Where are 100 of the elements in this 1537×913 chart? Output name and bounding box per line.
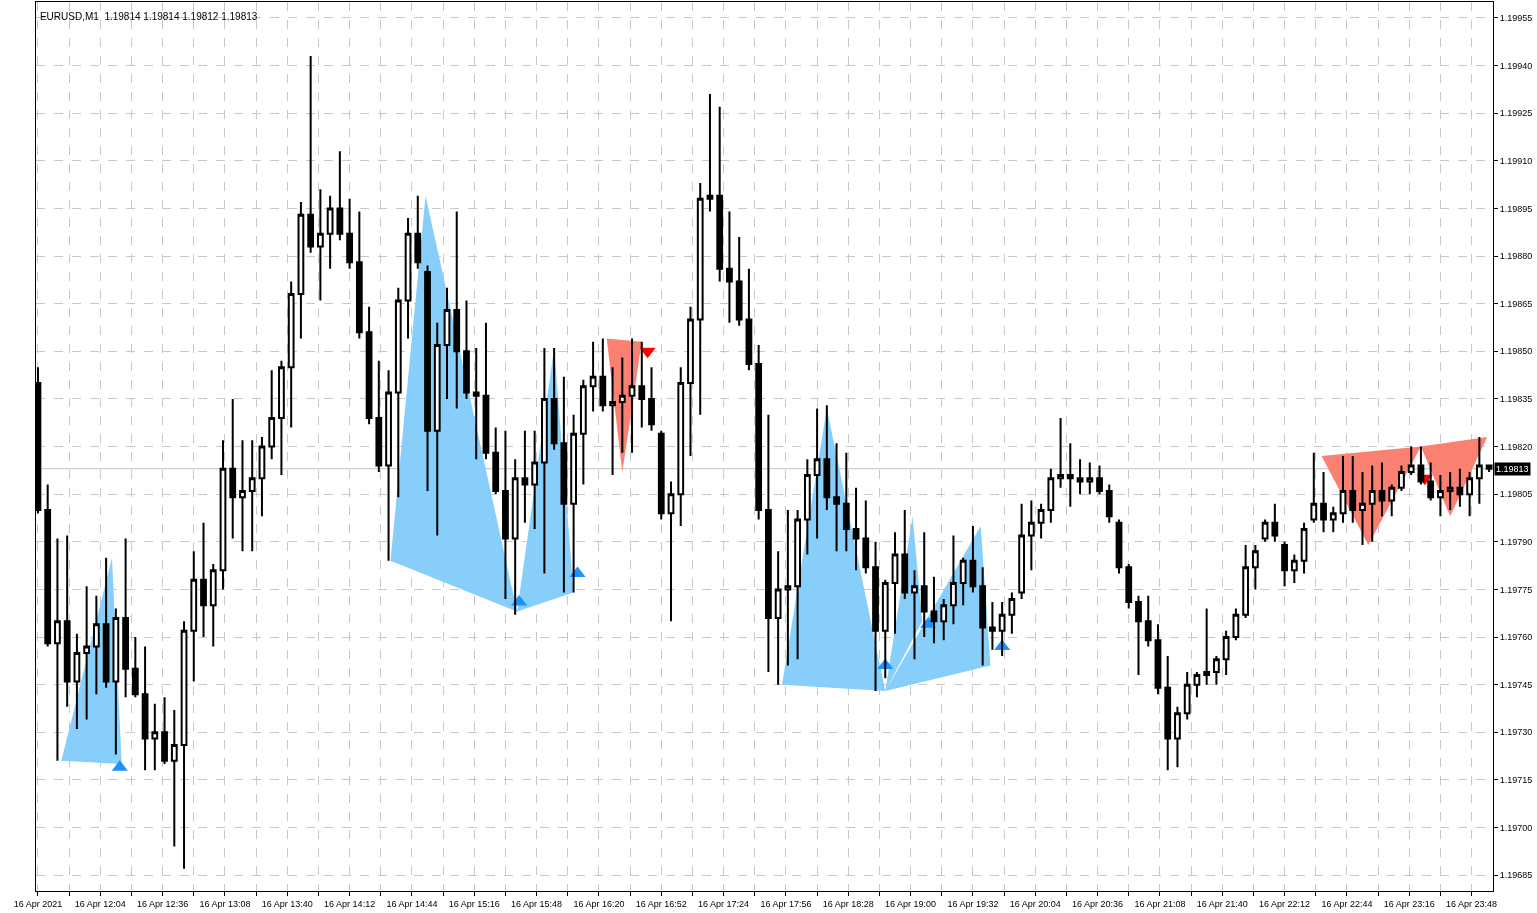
y-tick-label: 1.19865 <box>1499 298 1533 309</box>
candlestick <box>365 305 373 426</box>
x-tick-label: 16 Apr 2021 <box>13 898 63 909</box>
candlestick <box>881 578 889 680</box>
candlestick <box>541 347 548 575</box>
candlestick <box>774 550 782 686</box>
candlestick <box>706 93 714 213</box>
candlestick <box>1222 629 1230 677</box>
candlestick <box>161 696 168 765</box>
y-tick-label: 1.19835 <box>1499 394 1533 405</box>
candlestick <box>414 194 422 270</box>
candlestick <box>102 556 110 689</box>
y-tick-label: 1.19880 <box>1499 251 1533 262</box>
candlestick <box>842 451 850 553</box>
candlestick <box>44 483 52 648</box>
candlestick <box>482 321 490 461</box>
candlestick <box>278 359 285 477</box>
candlestick <box>589 340 597 413</box>
candlestick <box>1339 455 1347 524</box>
candlestick <box>63 534 71 708</box>
candlestick <box>1008 591 1016 635</box>
y-tick-label: 1.19910 <box>1499 155 1533 166</box>
candlestick <box>531 429 539 531</box>
y-tick-label: 1.19700 <box>1499 822 1533 833</box>
candlestick <box>385 369 392 562</box>
candlestick <box>1446 470 1454 511</box>
candlestick <box>1193 670 1201 699</box>
candlestick <box>122 537 129 699</box>
candlestick <box>1310 451 1318 524</box>
candlestick <box>375 359 383 473</box>
candlestick <box>346 197 353 270</box>
x-tick-label: 16 Apr 18:28 <box>822 898 874 909</box>
candlestick <box>229 397 237 540</box>
x-tick-label: 16 Apr 22:12 <box>1259 898 1311 909</box>
candlestick <box>1261 518 1269 543</box>
x-tick-label: 16 Apr 15:16 <box>448 898 500 909</box>
candlestick <box>1281 540 1288 588</box>
ref-line-label: 1.19813 <box>1496 464 1529 474</box>
candlestick <box>1115 518 1123 575</box>
candlestick <box>862 499 870 575</box>
candlestick <box>1125 562 1133 610</box>
candlestick <box>511 458 519 616</box>
candlestick <box>628 337 636 454</box>
x-tick-label: 16 Apr 14:44 <box>386 898 438 909</box>
candlestick <box>258 435 266 518</box>
candlestick <box>794 509 801 661</box>
candlestick <box>453 210 461 410</box>
candlestick <box>1164 655 1172 772</box>
x-tick-label: 16 Apr 20:36 <box>1072 898 1124 909</box>
candlestick <box>141 645 149 772</box>
candlestick <box>307 54 315 254</box>
candlestick <box>1037 502 1045 540</box>
x-tick-label: 16 Apr 21:08 <box>1134 898 1186 909</box>
candlestick <box>618 356 626 454</box>
x-tick-label: 16 Apr 17:56 <box>760 898 812 909</box>
candlestick <box>579 378 587 486</box>
candlestick <box>463 299 470 400</box>
candlestick <box>716 105 724 283</box>
candlestick <box>998 601 1006 658</box>
candlestick <box>1359 470 1366 546</box>
x-tick-label: 16 Apr 16:52 <box>635 898 687 909</box>
candlestick <box>687 305 694 458</box>
candlestick <box>1398 464 1405 492</box>
candlestick <box>200 521 207 638</box>
y-tick-label: 1.19850 <box>1499 346 1533 357</box>
candlestick <box>1232 607 1240 642</box>
candlestick <box>1251 543 1259 591</box>
candlestick <box>823 404 831 511</box>
candlestick <box>1271 502 1279 543</box>
candlestick <box>1203 607 1211 686</box>
candlestick <box>317 188 324 302</box>
y-tick-label: 1.19790 <box>1499 536 1533 547</box>
candlestick <box>726 210 733 324</box>
x-tick-label: 16 Apr 19:00 <box>885 898 937 909</box>
x-tick-label: 16 Apr 19:32 <box>947 898 999 909</box>
x-tick-label: 16 Apr 12:04 <box>74 898 126 909</box>
y-tick-label: 1.19685 <box>1499 870 1533 881</box>
candlestick <box>1456 467 1464 508</box>
candlestick <box>1183 670 1191 721</box>
candlestick <box>1066 442 1074 508</box>
y-tick-label: 1.19940 <box>1499 60 1533 71</box>
y-tick-label: 1.19775 <box>1499 584 1533 595</box>
candlestick <box>872 540 879 692</box>
candlestick <box>297 201 305 340</box>
y-tick-label: 1.19925 <box>1499 108 1533 119</box>
candlestick <box>1329 505 1337 534</box>
candlestick <box>1417 445 1425 486</box>
candlestick <box>112 607 120 756</box>
text: EURUSD,M1 1.19814 1.19814 1.19812 1.19813 <box>39 10 258 22</box>
candlestick <box>979 566 987 667</box>
candlestick <box>657 429 665 521</box>
candlestick <box>599 337 607 413</box>
candlestick <box>1027 499 1035 572</box>
candlestick <box>959 556 967 607</box>
candlestick <box>424 264 431 492</box>
x-tick-label: 16 Apr 15:48 <box>511 898 563 909</box>
candlestick <box>521 429 529 524</box>
candlestick <box>326 194 334 270</box>
candlestick <box>1144 594 1152 648</box>
candlestick <box>93 594 100 696</box>
